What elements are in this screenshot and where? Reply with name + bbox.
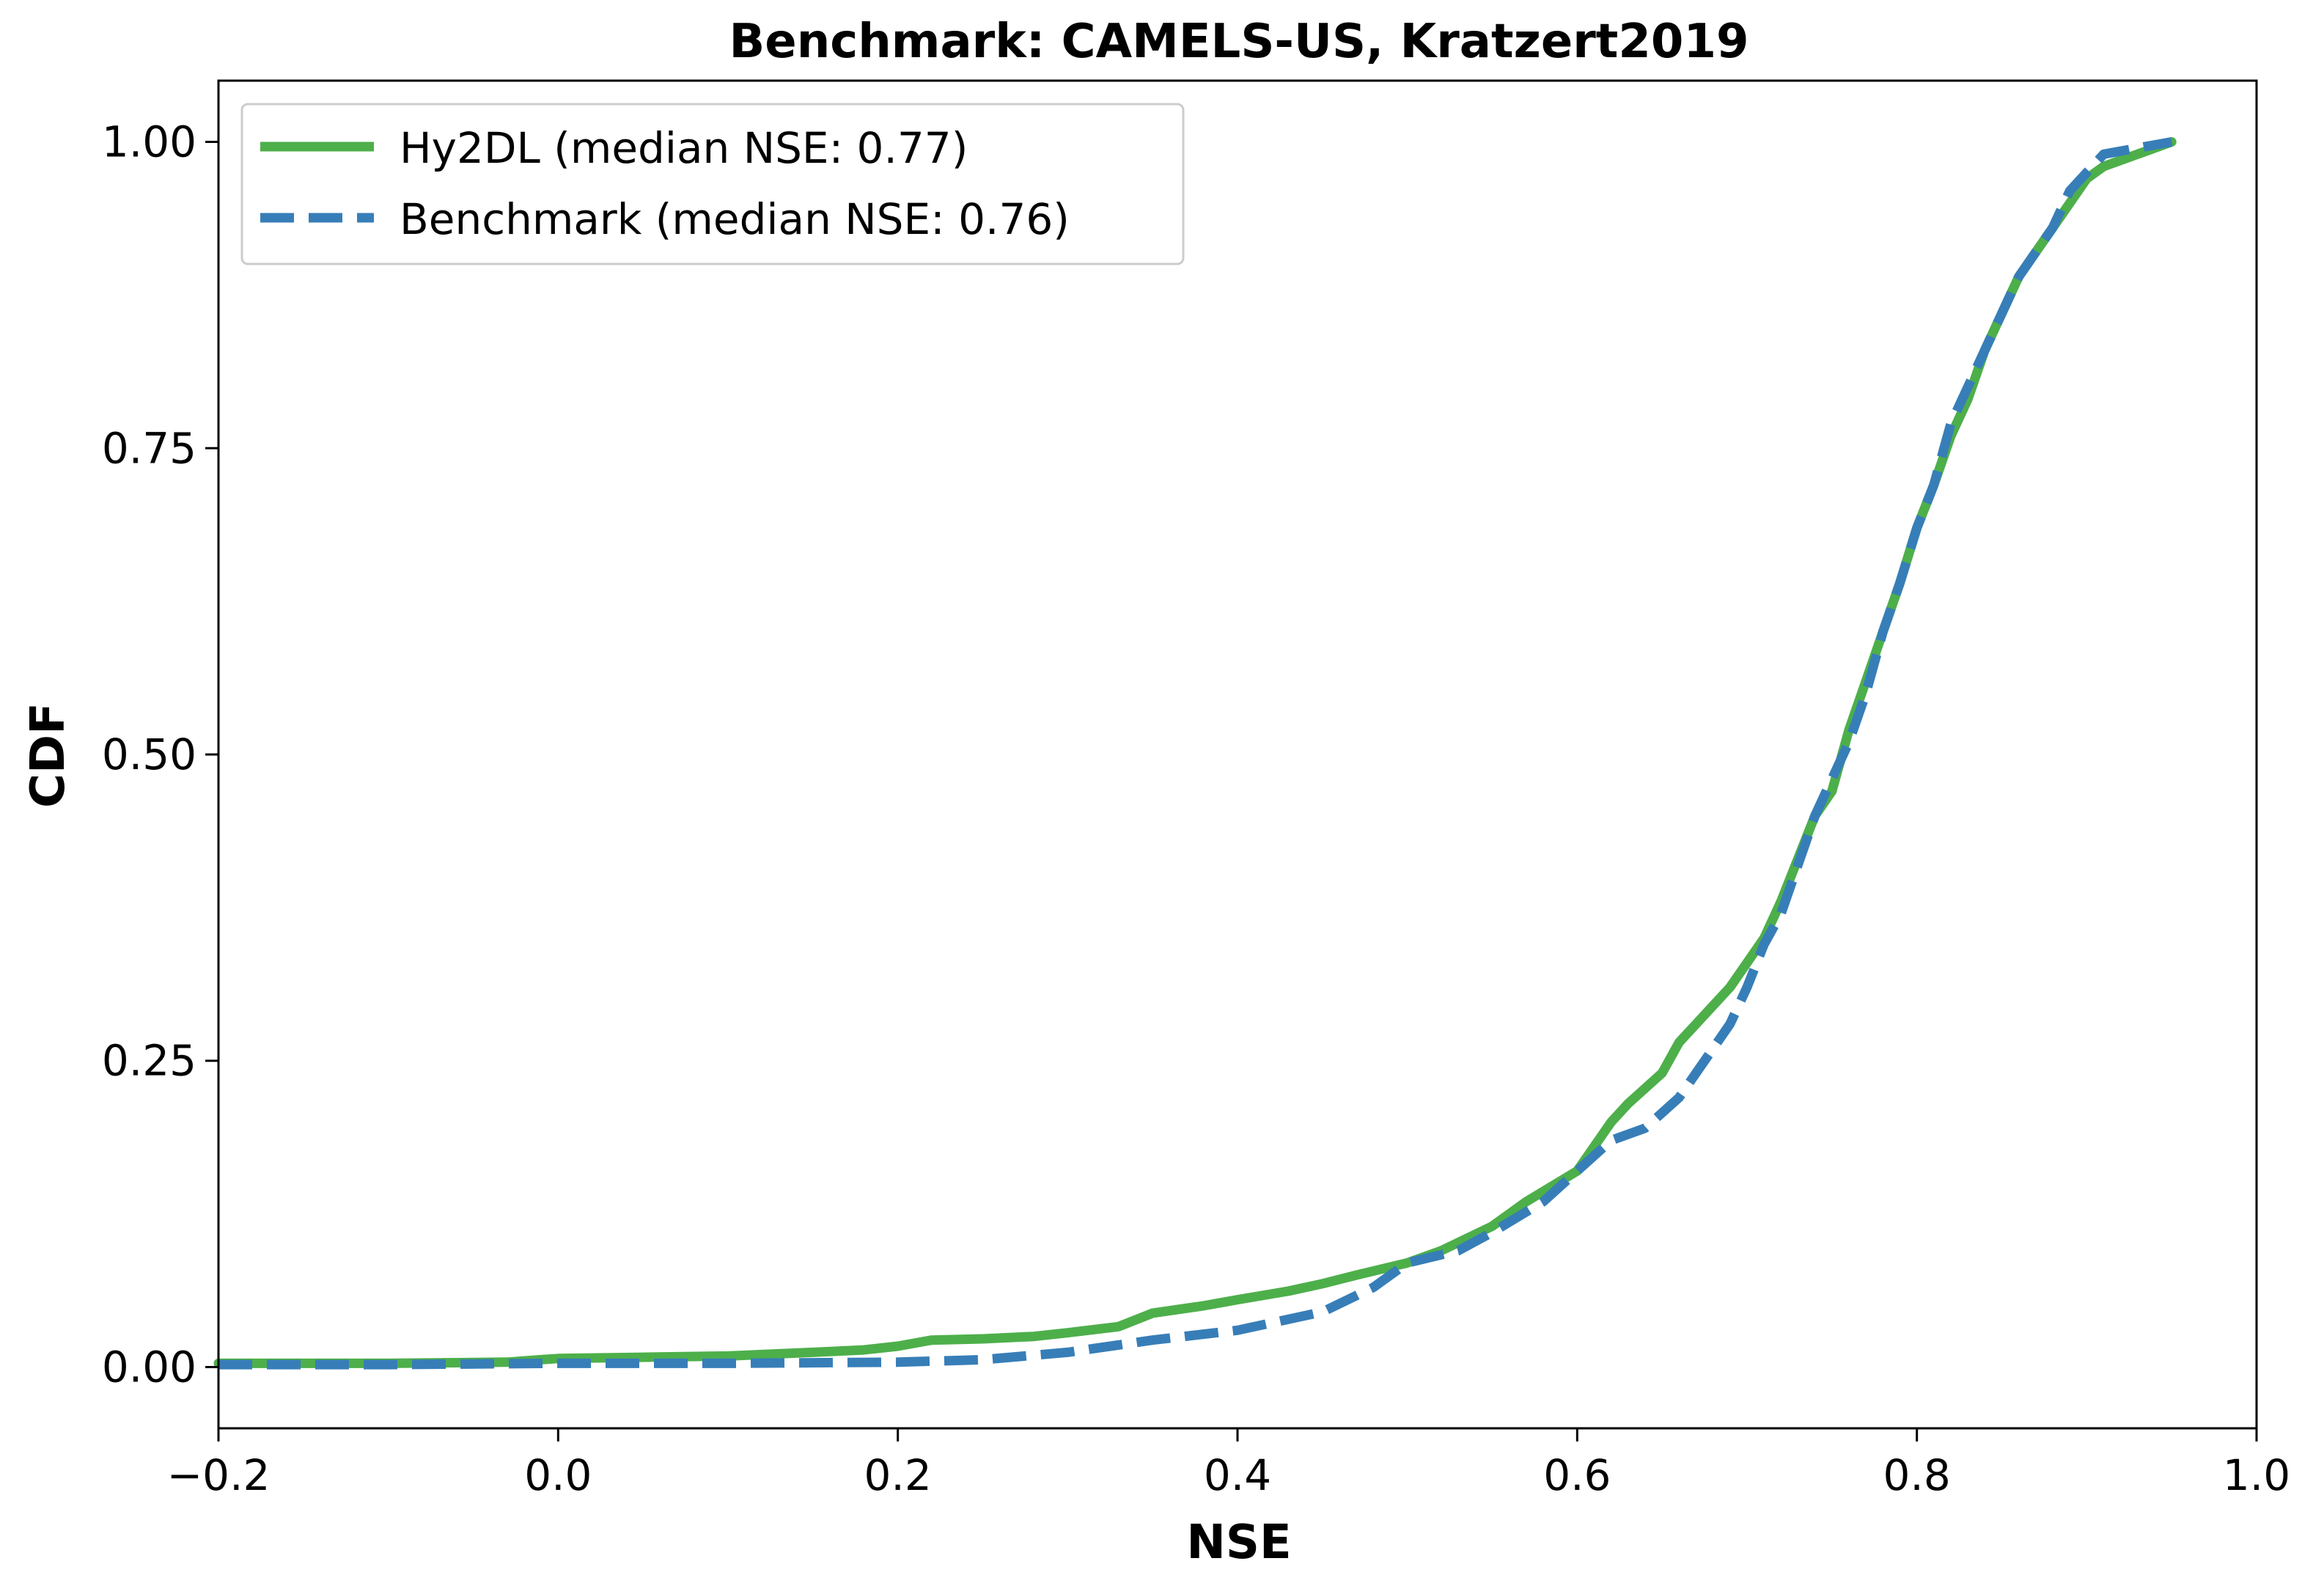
series-line-1: [218, 137, 2173, 1370]
chart-title: Benchmark: CAMELS-US, Kratzert2019: [729, 15, 1749, 69]
x-tick-label: 1.0: [2223, 1450, 2290, 1500]
series-line-0: [213, 137, 2177, 1368]
x-tick-label: −0.2: [167, 1450, 271, 1500]
legend-box: [240, 103, 1185, 265]
y-axis: 0.00 0.25 0.50 0.75 1.00: [102, 117, 218, 1392]
legend-label-benchmark: Benchmark (median NSE: 0.76): [400, 194, 1070, 244]
x-tick-label: 0.2: [864, 1450, 932, 1500]
x-tick-label: 0.0: [524, 1450, 592, 1500]
x-axis: −0.2 0.0 0.2 0.4 0.6 0.8 1.0: [167, 1428, 2290, 1500]
legend-label-hy2dl: Hy2DL (median NSE: 0.77): [400, 123, 968, 173]
y-axis-label: CDF: [21, 702, 76, 808]
x-tick-label: 0.4: [1204, 1450, 1271, 1500]
y-tick-label: 0.75: [102, 423, 196, 473]
x-tick-label: 0.6: [1543, 1450, 1611, 1500]
x-axis-label: NSE: [1186, 1516, 1291, 1570]
legend: Hy2DL (median NSE: 0.77) Benchmark (medi…: [240, 103, 1185, 265]
y-tick-label: 1.00: [102, 117, 196, 167]
plot-frame: [217, 79, 2258, 1430]
y-tick-label: 0.00: [102, 1342, 196, 1392]
plot-lines: [213, 137, 2177, 1370]
y-tick-label: 0.25: [102, 1036, 196, 1086]
y-tick-label: 0.50: [102, 730, 196, 779]
x-tick-label: 0.8: [1883, 1450, 1951, 1500]
